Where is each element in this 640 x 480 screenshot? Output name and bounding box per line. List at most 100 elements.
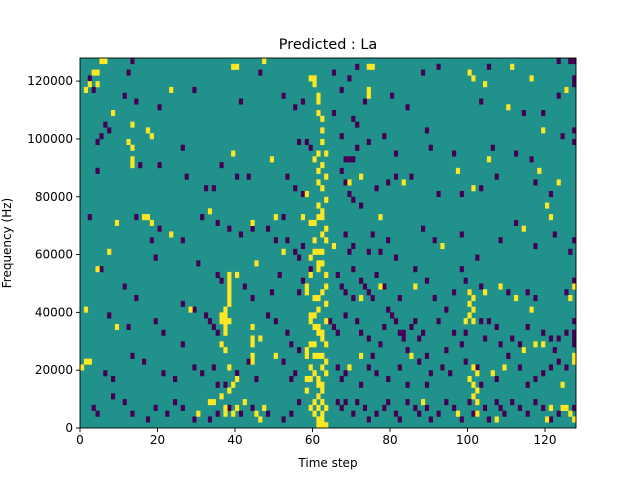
heatmap-cell-low bbox=[180, 341, 185, 348]
heatmap-cell-low bbox=[211, 364, 216, 371]
heatmap-cell-high bbox=[347, 179, 352, 186]
heatmap-cell-high bbox=[366, 63, 371, 70]
heatmap-cell-high bbox=[308, 75, 313, 82]
heatmap-cell-low bbox=[378, 248, 383, 255]
heatmap-cell-high bbox=[250, 352, 255, 359]
heatmap-cell-low bbox=[95, 138, 100, 146]
heatmap-cell-low bbox=[452, 289, 457, 296]
heatmap-cell-high bbox=[316, 248, 321, 255]
y-axis: 0 20000 40000 60000 80000 100000 120000 bbox=[27, 74, 80, 435]
heatmap-cell-low bbox=[293, 104, 298, 111]
heatmap-cell-high bbox=[316, 98, 321, 105]
heatmap-cell-low bbox=[424, 404, 430, 411]
heatmap-cell-low bbox=[343, 179, 348, 186]
heatmap-cell-low bbox=[479, 283, 484, 290]
heatmap-cell-low bbox=[525, 410, 530, 417]
heatmap-cell-high bbox=[223, 318, 228, 325]
heatmap-cell-high bbox=[223, 329, 228, 336]
heatmap-cell-high bbox=[494, 416, 499, 423]
heatmap-cell-low bbox=[134, 98, 139, 105]
heatmap-cell-high bbox=[169, 86, 174, 93]
heatmap-cell-low bbox=[572, 329, 577, 336]
heatmap-cell-low bbox=[541, 329, 546, 336]
heatmap-cell-high bbox=[223, 312, 228, 319]
heatmap-cell-low bbox=[572, 127, 577, 134]
heatmap-cell-low bbox=[111, 393, 116, 400]
heatmap-cell-high bbox=[312, 81, 317, 88]
heatmap-cell-high bbox=[250, 358, 255, 365]
heatmap-cell-high bbox=[304, 289, 309, 296]
heatmap-cell-low bbox=[328, 318, 333, 325]
heatmap-cell-high bbox=[219, 318, 224, 325]
heatmap-cell-low bbox=[142, 358, 147, 365]
heatmap-cell-low bbox=[370, 295, 375, 302]
heatmap-cell-low bbox=[463, 329, 468, 336]
heatmap-cell-low bbox=[297, 254, 302, 261]
heatmap-cell-high bbox=[316, 202, 321, 209]
heatmap-cell-high bbox=[227, 318, 232, 325]
heatmap-cell-low bbox=[269, 289, 275, 296]
heatmap-cell-low bbox=[347, 75, 352, 82]
heatmap-cell-high bbox=[320, 162, 325, 169]
heatmap-cell-high bbox=[145, 214, 151, 221]
heatmap-cell-low bbox=[153, 404, 158, 411]
heatmap-cell-low bbox=[486, 416, 492, 423]
heatmap-cell-low bbox=[173, 375, 178, 383]
heatmap-cell-low bbox=[556, 58, 561, 65]
heatmap-cell-low bbox=[285, 329, 290, 336]
heatmap-cell-low bbox=[161, 370, 166, 377]
heatmap-cell-low bbox=[335, 329, 340, 336]
heatmap-cell-low bbox=[347, 190, 352, 198]
heatmap-cell-low bbox=[424, 352, 430, 359]
heatmap-cell-high bbox=[312, 295, 317, 302]
heatmap-cell-low bbox=[343, 156, 348, 163]
heatmap-cell-high bbox=[83, 358, 89, 365]
heatmap-cell-high bbox=[483, 81, 488, 88]
heatmap-cell-low bbox=[192, 416, 197, 423]
heatmap-cell-low bbox=[459, 266, 464, 273]
heatmap-cell-low bbox=[413, 266, 418, 273]
heatmap-cell-low bbox=[99, 266, 104, 273]
chart-title: Predicted : La bbox=[279, 37, 377, 53]
heatmap-cell-high bbox=[316, 214, 321, 221]
heatmap-cell-low bbox=[386, 237, 391, 244]
heatmap-cell-high bbox=[308, 341, 313, 348]
heatmap-cell-low bbox=[483, 335, 488, 342]
heatmap-cell-high bbox=[254, 410, 259, 417]
heatmap-cell-high bbox=[467, 312, 472, 319]
heatmap-cell-low bbox=[421, 69, 426, 76]
heatmap-cell-high bbox=[548, 214, 554, 221]
heatmap-cell-high bbox=[324, 237, 329, 244]
heatmap-cell-low bbox=[111, 375, 116, 383]
heatmap-cell-high bbox=[300, 214, 306, 221]
heatmap-cell-low bbox=[421, 225, 426, 232]
heatmap-cell-low bbox=[517, 364, 523, 371]
heatmap-cell-low bbox=[424, 381, 430, 388]
y-tick-label: 100000 bbox=[27, 132, 73, 146]
heatmap-cell-high bbox=[242, 399, 247, 406]
heatmap-cell-low bbox=[293, 248, 298, 255]
heatmap-cell-high bbox=[316, 416, 321, 423]
heatmap-cell-high bbox=[308, 312, 313, 319]
heatmap-cell-low bbox=[211, 323, 216, 331]
heatmap-cell-low bbox=[335, 271, 340, 278]
heatmap-cell-high bbox=[95, 69, 100, 76]
heatmap-cell-high bbox=[304, 352, 309, 359]
heatmap-cell-low bbox=[130, 410, 135, 417]
heatmap-cell-low bbox=[281, 214, 286, 221]
heatmap-cell-low bbox=[359, 202, 364, 209]
heatmap-cell-high bbox=[83, 306, 89, 313]
heatmap-cell-high bbox=[227, 295, 232, 302]
heatmap-cell-high bbox=[537, 167, 542, 174]
heatmap-cell-low bbox=[556, 92, 561, 99]
heatmap-cell-low bbox=[393, 410, 399, 417]
heatmap-cell-high bbox=[316, 306, 321, 313]
heatmap-cell-high bbox=[281, 248, 286, 255]
heatmap-cell-high bbox=[324, 283, 329, 290]
heatmap-cell-low bbox=[366, 138, 371, 146]
heatmap-cell-low bbox=[413, 404, 418, 411]
heatmap-cell-low bbox=[192, 86, 197, 93]
heatmap-cell-high bbox=[304, 347, 309, 354]
heatmap-cell-high bbox=[111, 110, 116, 117]
heatmap-cell-low bbox=[300, 98, 306, 105]
